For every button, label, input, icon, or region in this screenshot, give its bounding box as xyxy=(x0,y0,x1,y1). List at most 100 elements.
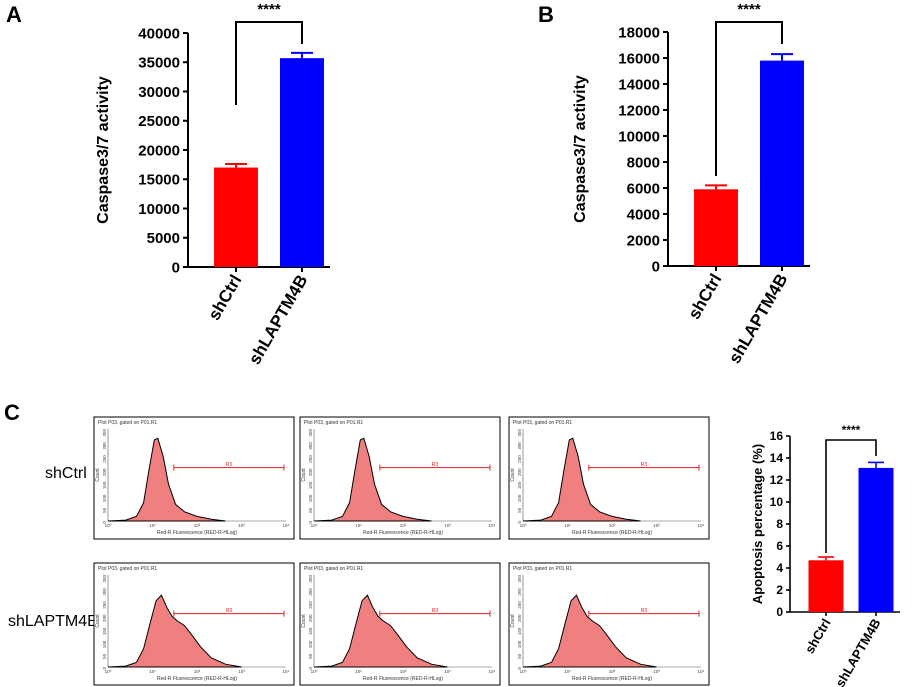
flow-y-tick: 350 xyxy=(517,429,522,437)
flow-x-tick: 10³ xyxy=(653,669,660,674)
flow-y-tick: 300 xyxy=(308,588,313,596)
panel-label-a: A xyxy=(6,2,22,27)
y-tick-label: 18000 xyxy=(618,24,660,41)
flow-x-tick: 10³ xyxy=(444,523,451,528)
flow-x-tick: 10² xyxy=(400,669,407,674)
flow-gate-label: R3 xyxy=(432,462,439,468)
y-tick-label: 15000 xyxy=(138,172,180,189)
flow-histogram-panel: Plot P03, gated on P01.R1 0 50 100 150 200 250… xyxy=(93,562,295,686)
y-axis-title: Caspase3/7 activity xyxy=(572,75,589,223)
flow-plot-title: Plot P03, gated on P01.R1 xyxy=(98,420,157,426)
flow-y-tick: 250 xyxy=(102,455,107,463)
panel-label-b: B xyxy=(538,2,554,27)
flow-plot-title: Plot P03, gated on P01.R1 xyxy=(513,566,572,572)
flow-histogram xyxy=(522,437,641,522)
flow-gate-label: R3 xyxy=(641,608,648,614)
flow-plot-title: Plot P03, gated on P01.R1 xyxy=(98,566,157,572)
flow-histogram-panel: Plot P03, gated on P01.R1 0 50 100 150 200 250… xyxy=(299,416,501,540)
bar-shlaptm4b xyxy=(760,60,804,266)
flow-x-tick: 10¹ xyxy=(564,669,571,674)
flow-y-tick: 350 xyxy=(102,429,107,437)
flow-x-tick: 10² xyxy=(400,523,407,528)
flow-x-tick: 10¹ xyxy=(149,669,156,674)
flow-x-label: Red-R Fluorescence (RED-R-HLog) xyxy=(157,676,237,682)
flow-y-label: Count xyxy=(510,614,516,628)
flow-y-tick: 100 xyxy=(517,640,522,648)
flow-y-tick: 100 xyxy=(102,640,107,648)
flow-y-tick: 150 xyxy=(102,627,107,635)
flow-y-tick: 350 xyxy=(308,429,313,437)
flow-y-tick: 200 xyxy=(517,614,522,622)
flow-y-tick: 50 xyxy=(308,653,313,659)
flow-y-tick: 150 xyxy=(308,481,313,489)
flow-y-label: Count xyxy=(301,614,307,628)
flow-y-tick: 100 xyxy=(517,494,522,502)
bar-shlaptm4b xyxy=(858,467,894,612)
flow-histogram xyxy=(107,594,242,668)
flow-y-tick: 50 xyxy=(308,507,313,513)
flow-row-label-shctrl: shCtrl xyxy=(45,465,87,482)
x-tick-label: shCtrl xyxy=(684,271,725,323)
flow-x-tick: 10⁴ xyxy=(489,669,496,674)
flow-y-tick: 150 xyxy=(517,627,522,635)
flow-x-tick: 10² xyxy=(194,523,201,528)
flow-y-tick: 150 xyxy=(102,481,107,489)
y-tick-label: 12000 xyxy=(618,102,660,119)
flow-gate-label: R3 xyxy=(641,462,648,468)
y-tick-label: 30000 xyxy=(138,84,180,101)
flow-x-tick: 10⁰ xyxy=(311,523,318,528)
flow-y-tick: 250 xyxy=(308,455,313,463)
flow-histogram-panel: Plot P03, gated on P01.R1 0 50 100 150 200 250… xyxy=(508,416,710,540)
flow-x-tick: 10¹ xyxy=(355,523,362,528)
bar-shctrl xyxy=(214,167,258,267)
flow-x-label: Red-R Fluorescence (RED-R-HLog) xyxy=(572,530,652,536)
x-tick-label: shLAPTM4B xyxy=(245,272,312,368)
flow-y-tick: 150 xyxy=(517,481,522,489)
flow-y-tick: 350 xyxy=(102,575,107,583)
flow-y-tick: 300 xyxy=(102,442,107,450)
flow-x-tick: 10⁴ xyxy=(283,523,290,528)
flow-y-label: Count xyxy=(95,614,101,628)
flow-gate-label: R3 xyxy=(226,462,233,468)
flow-y-tick: 100 xyxy=(308,640,313,648)
flow-y-tick: 200 xyxy=(308,468,313,476)
flow-y-tick: 150 xyxy=(308,627,313,635)
significance-bracket xyxy=(235,21,303,105)
flow-x-tick: 10³ xyxy=(444,669,451,674)
flow-x-tick: 10⁰ xyxy=(520,523,527,528)
y-tick-label: 6 xyxy=(776,539,783,553)
y-tick-label: 16 xyxy=(770,429,784,443)
y-tick-label: 4000 xyxy=(627,206,660,223)
flow-x-tick: 10³ xyxy=(238,523,245,528)
bar-shctrl xyxy=(694,189,738,266)
y-tick-label: 0 xyxy=(652,258,660,275)
flow-plot-title: Plot P03, gated on P01.R1 xyxy=(304,420,363,426)
bar-shlaptm4b xyxy=(280,58,324,267)
significance-bracket xyxy=(825,439,877,553)
flow-histogram-panel: Plot P03, gated on P01.R1 0 50 100 150 200 250… xyxy=(93,416,295,540)
flow-histogram-panel: Plot P03, gated on P01.R1 0 50 100 150 200 250… xyxy=(508,562,710,686)
flow-y-tick: 200 xyxy=(517,468,522,476)
significance-bracket xyxy=(715,21,783,176)
significance-label: **** xyxy=(257,1,281,18)
flow-y-tick: 0 xyxy=(517,521,522,524)
flow-y-tick: 200 xyxy=(102,468,107,476)
flow-x-label: Red-R Fluorescence (RED-R-HLog) xyxy=(363,530,443,536)
bar-shctrl xyxy=(808,560,844,612)
flow-histogram xyxy=(313,594,448,668)
flow-y-tick: 250 xyxy=(308,601,313,609)
flow-y-tick: 300 xyxy=(517,442,522,450)
flow-y-label: Count xyxy=(95,468,101,482)
flow-x-label: Red-R Fluorescence (RED-R-HLog) xyxy=(572,676,652,682)
flow-y-tick: 200 xyxy=(308,614,313,622)
flow-y-tick: 350 xyxy=(517,575,522,583)
flow-x-tick: 10² xyxy=(609,669,616,674)
flow-x-label: Red-R Fluorescence (RED-R-HLog) xyxy=(157,530,237,536)
y-tick-label: 4 xyxy=(776,561,783,575)
flow-y-tick: 0 xyxy=(102,521,107,524)
flow-y-tick: 50 xyxy=(517,507,522,513)
y-tick-label: 2000 xyxy=(627,232,660,249)
flow-histogram-panel: Plot P03, gated on P01.R1 0 50 100 150 200 250… xyxy=(299,562,501,686)
flow-y-tick: 350 xyxy=(308,575,313,583)
